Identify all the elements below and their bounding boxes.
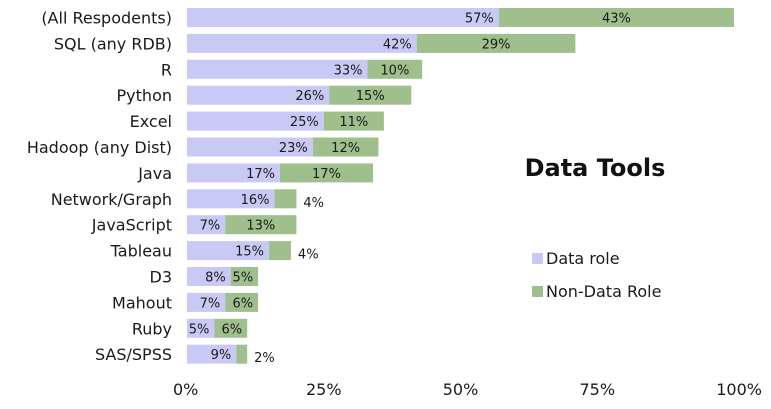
value-label-non-data-role: 10%: [380, 63, 409, 78]
bar-data-role: [187, 267, 231, 286]
value-label-non-data-role: 5%: [232, 271, 253, 286]
value-labels: 57% 43% 42% 29% 33% 10% 26% 15% 25% 11% 23% 12% 17% 1…: [189, 12, 631, 367]
x-tick-label: 100%: [716, 380, 762, 399]
category-label: Python: [117, 86, 172, 105]
legend-label: Non-Data Role: [546, 282, 661, 301]
x-tick-label: 0%: [173, 380, 198, 399]
category-labels: (All Respodents) SQL (any RDB) R Python Exce…: [27, 9, 172, 365]
bar-non-data-role: [269, 241, 291, 261]
bar-data-role: [187, 241, 270, 261]
value-label-data-role: 23%: [279, 141, 308, 156]
value-label-non-data-role: 4%: [303, 196, 324, 211]
bar-data-role: [187, 8, 499, 27]
legend: Data role Non-Data Role: [532, 249, 661, 301]
value-label-non-data-role: 11%: [339, 115, 368, 130]
chart-title: Data Tools: [525, 154, 666, 182]
category-label: (All Respodents): [41, 9, 172, 28]
value-label-data-role: 33%: [334, 63, 363, 78]
value-label-data-role: 25%: [290, 115, 319, 130]
bar-data-role: [187, 189, 275, 209]
bar-data-role: [187, 137, 313, 157]
value-label-non-data-role: 29%: [482, 37, 511, 52]
value-label-data-role: 26%: [295, 89, 324, 104]
bar-non-data-role: [279, 163, 373, 183]
category-label: Excel: [130, 112, 172, 131]
value-label-data-role: 8%: [205, 271, 226, 286]
value-label-data-role: 57%: [465, 12, 494, 27]
value-label-non-data-role: 6%: [232, 296, 253, 311]
category-label: SQL (any RDB): [54, 34, 172, 53]
legend-label: Data role: [546, 249, 620, 268]
x-tick-label: 25%: [306, 380, 342, 399]
x-tick-label: 75%: [579, 380, 615, 399]
category-label: JavaScript: [91, 216, 172, 235]
bar-non-data-role: [214, 318, 248, 338]
bar-non-data-role: [312, 137, 379, 157]
x-axis-ticks: 0% 25% 50% 75% 100%: [173, 380, 762, 399]
value-label-non-data-role: 15%: [356, 89, 385, 104]
legend-swatch: [532, 253, 543, 264]
bar-non-data-role: [416, 33, 576, 53]
category-label: Hadoop (any Dist): [27, 138, 172, 157]
value-label-data-role: 42%: [383, 37, 412, 52]
value-label-non-data-role: 43%: [602, 12, 631, 27]
bar-non-data-role: [236, 344, 248, 364]
bar-data-role: [187, 163, 280, 183]
bar-non-data-role: [367, 59, 423, 79]
value-label-data-role: 7%: [200, 219, 221, 234]
category-label: Network/Graph: [51, 190, 172, 209]
category-label: Mahout: [112, 293, 172, 312]
bar-data-role: [187, 111, 324, 131]
value-label-non-data-role: 2%: [254, 351, 275, 366]
bar-non-data-role: [274, 189, 297, 209]
category-label: Java: [137, 164, 172, 183]
value-label-non-data-role: 6%: [222, 322, 243, 337]
category-label: R: [161, 60, 172, 79]
category-label: Tableau: [110, 242, 172, 261]
bar-data-role: [187, 292, 226, 312]
value-label-non-data-role: 12%: [331, 141, 360, 156]
bar-data-role: [187, 85, 330, 105]
value-label-data-role: 16%: [241, 193, 270, 208]
value-label-data-role: 7%: [200, 296, 221, 311]
bar-non-data-role: [225, 215, 297, 235]
bar-non-data-role: [498, 8, 734, 27]
bar-non-data-role: [329, 85, 412, 105]
category-label: Ruby: [132, 319, 172, 338]
bar-data-role: [187, 33, 417, 53]
value-label-non-data-role: 13%: [246, 219, 275, 234]
bar-non-data-role: [323, 111, 384, 131]
value-label-data-role: 5%: [189, 322, 210, 337]
legend-swatch: [532, 286, 543, 297]
category-label: SAS/SPSS: [95, 345, 172, 364]
bar-data-role: [187, 318, 215, 338]
bar-data-role: [187, 59, 368, 79]
category-label: D3: [150, 268, 173, 287]
value-label-data-role: 15%: [235, 245, 264, 260]
bar-data-role: [187, 344, 237, 364]
value-label-non-data-role: 4%: [298, 248, 319, 263]
value-label-data-role: 9%: [211, 348, 232, 363]
value-label-non-data-role: 17%: [312, 167, 341, 182]
bar-non-data-role: [225, 292, 259, 312]
bars-group: [187, 8, 734, 364]
x-tick-label: 50%: [443, 380, 479, 399]
value-label-data-role: 17%: [246, 167, 275, 182]
bar-data-role: [187, 215, 226, 235]
bar-non-data-role: [230, 267, 259, 286]
